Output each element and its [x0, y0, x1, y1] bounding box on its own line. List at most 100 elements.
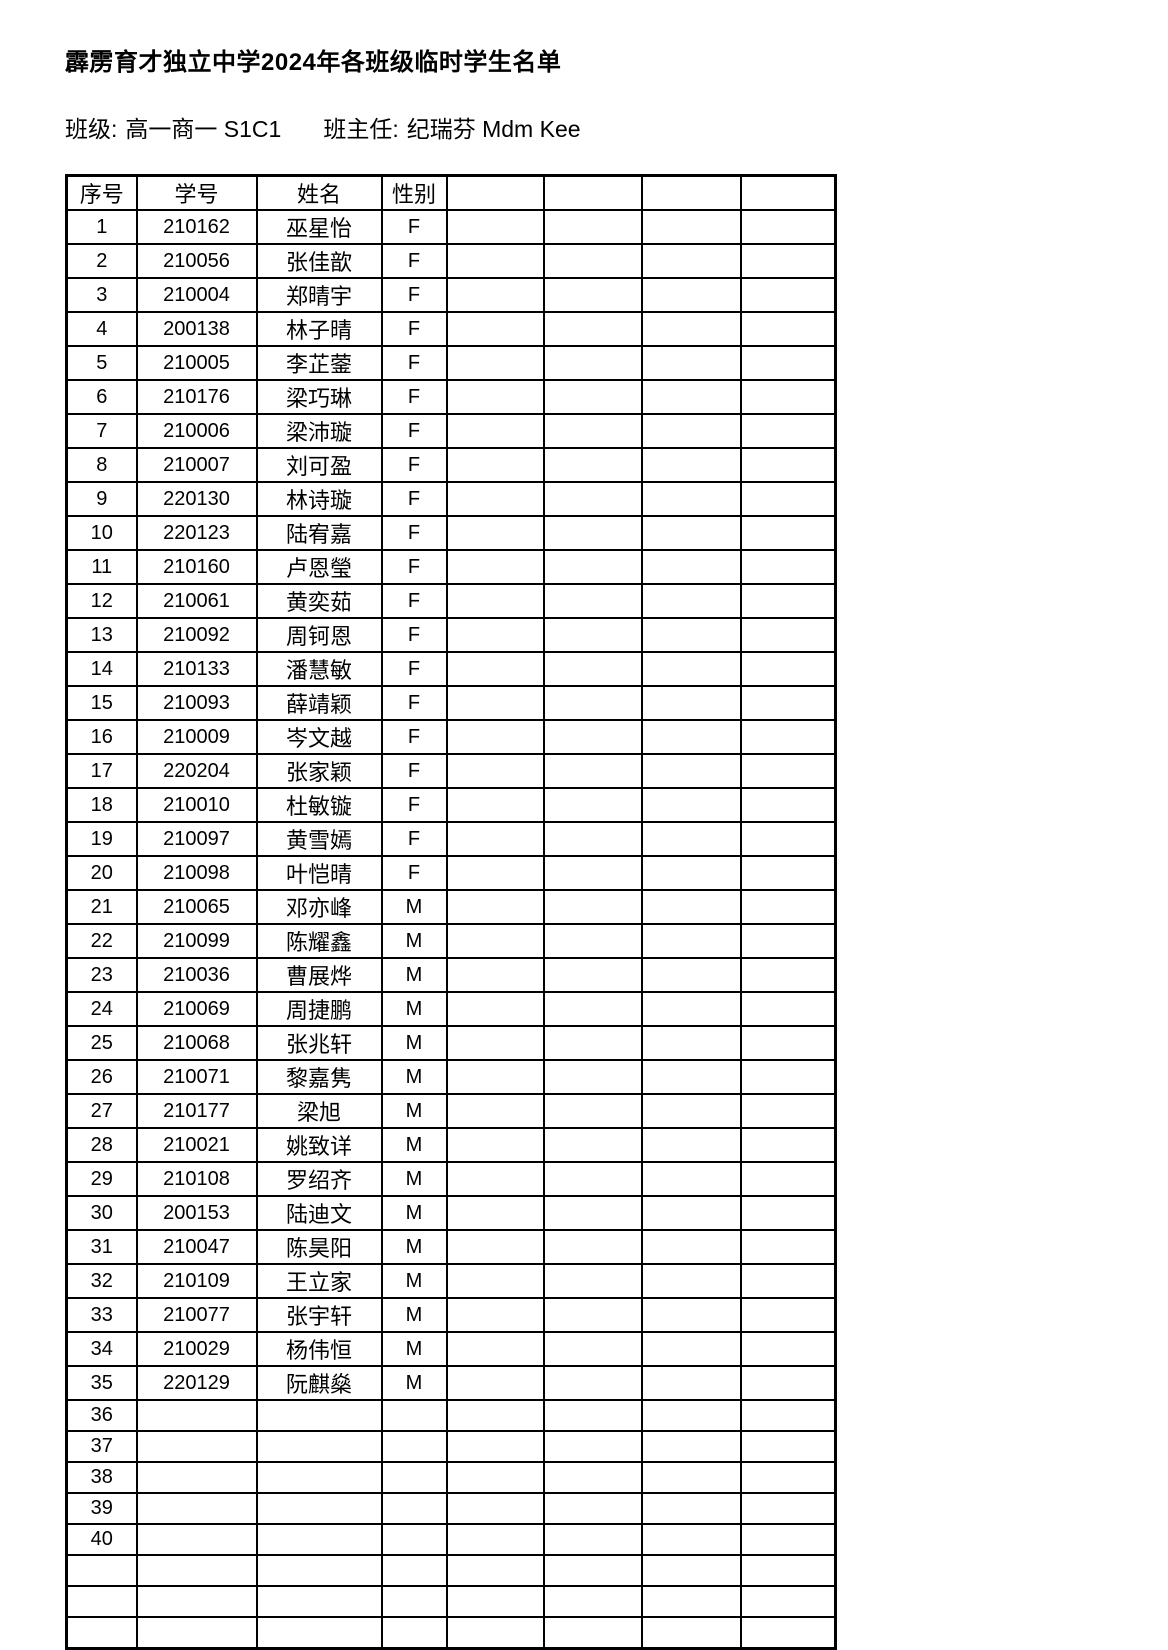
cell-extra-1: [445, 447, 545, 483]
cell-serial: 16: [65, 719, 138, 755]
cell-extra-1: [445, 1585, 545, 1618]
cell-student-id: 210010: [135, 787, 258, 823]
cell-extra-3: [640, 787, 742, 823]
cell-student-name: 岑文越: [255, 719, 383, 755]
cell-gender: M: [380, 889, 448, 925]
cell-extra-4: [739, 1461, 837, 1494]
cell-student-id: 210133: [135, 651, 258, 687]
cell-extra-4: [739, 1399, 837, 1432]
cell-gender: F: [380, 277, 448, 313]
cell-extra-2: [542, 991, 643, 1027]
cell-extra-2: [542, 1523, 643, 1556]
cell-student-name: 罗绍齐: [255, 1161, 383, 1197]
cell-extra-1: [445, 413, 545, 449]
cell-extra-1: [445, 1616, 545, 1650]
cell-extra-3: [640, 243, 742, 279]
cell-gender: F: [380, 379, 448, 415]
table-row: 2 210056 张佳歆 F: [65, 243, 837, 279]
cell-extra-3: [640, 1616, 742, 1650]
cell-extra-2: [542, 1492, 643, 1525]
cell-student-id: [135, 1616, 258, 1650]
class-value: 高一商一 S1C1: [125, 116, 282, 142]
table-row: 1 210162 巫星怡 F: [65, 209, 837, 245]
cell-extra-4: [739, 311, 837, 347]
cell-gender: F: [380, 753, 448, 789]
table-row: 12 210061 黄奕茹 F: [65, 583, 837, 619]
cell-serial: 30: [65, 1195, 138, 1231]
cell-extra-3: [640, 991, 742, 1027]
cell-student-name: 梁巧琳: [255, 379, 383, 415]
cell-student-name: 薛靖颖: [255, 685, 383, 721]
cell-serial: 23: [65, 957, 138, 993]
cell-extra-1: [445, 753, 545, 789]
cell-serial: 15: [65, 685, 138, 721]
table-row: 4 200138 林子晴 F: [65, 311, 837, 347]
cell-extra-2: [542, 345, 643, 381]
cell-student-id: [135, 1554, 258, 1587]
cell-extra-3: [640, 855, 742, 891]
cell-extra-4: [739, 1585, 837, 1618]
cell-student-id: 210047: [135, 1229, 258, 1265]
cell-extra-4: [739, 413, 837, 449]
cell-student-name: 林子晴: [255, 311, 383, 347]
cell-serial: 2: [65, 243, 138, 279]
cell-gender: [380, 1430, 448, 1463]
table-row: [65, 1585, 837, 1618]
cell-serial: 18: [65, 787, 138, 823]
document-title: 霹雳育才独立中学2024年各班级临时学生名单: [65, 49, 562, 76]
cell-gender: F: [380, 209, 448, 245]
cell-extra-1: [445, 1461, 545, 1494]
cell-gender: M: [380, 1093, 448, 1129]
cell-serial: 7: [65, 413, 138, 449]
cell-serial: 21: [65, 889, 138, 925]
cell-student-name: 张家颖: [255, 753, 383, 789]
cell-extra-3: [640, 1127, 742, 1163]
cell-serial: 37: [65, 1430, 138, 1463]
cell-extra-2: [542, 1585, 643, 1618]
cell-gender: F: [380, 855, 448, 891]
header-extra-3: [640, 174, 742, 211]
cell-extra-2: [542, 1331, 643, 1367]
cell-student-id: 210093: [135, 685, 258, 721]
cell-extra-1: [445, 1297, 545, 1333]
cell-serial: 9: [65, 481, 138, 517]
cell-extra-4: [739, 923, 837, 959]
cell-extra-4: [739, 1025, 837, 1061]
cell-extra-4: [739, 515, 837, 551]
cell-extra-4: [739, 481, 837, 517]
cell-serial: 39: [65, 1492, 138, 1525]
cell-student-id: 210098: [135, 855, 258, 891]
cell-extra-1: [445, 991, 545, 1027]
header-extra-4: [739, 174, 837, 211]
cell-serial: 4: [65, 311, 138, 347]
cell-gender: F: [380, 515, 448, 551]
cell-extra-1: [445, 1523, 545, 1556]
cell-extra-1: [445, 889, 545, 925]
cell-extra-1: [445, 1331, 545, 1367]
cell-extra-2: [542, 311, 643, 347]
cell-serial: 13: [65, 617, 138, 653]
cell-student-name: 郑晴宇: [255, 277, 383, 313]
cell-gender: F: [380, 345, 448, 381]
cell-extra-4: [739, 1430, 837, 1463]
cell-extra-2: [542, 651, 643, 687]
cell-serial: 40: [65, 1523, 138, 1556]
cell-extra-3: [640, 583, 742, 619]
cell-serial: 6: [65, 379, 138, 415]
cell-extra-2: [542, 1127, 643, 1163]
cell-gender: [380, 1492, 448, 1525]
cell-extra-1: [445, 1161, 545, 1197]
cell-extra-3: [640, 753, 742, 789]
cell-extra-3: [640, 1331, 742, 1367]
cell-extra-2: [542, 1093, 643, 1129]
cell-extra-2: [542, 1297, 643, 1333]
cell-extra-2: [542, 1365, 643, 1401]
cell-student-name: 张兆轩: [255, 1025, 383, 1061]
cell-extra-3: [640, 1263, 742, 1299]
cell-extra-3: [640, 277, 742, 313]
cell-extra-4: [739, 1297, 837, 1333]
table-row: 30 200153 陆迪文 M: [65, 1195, 837, 1231]
cell-extra-4: [739, 277, 837, 313]
table-row: 16 210009 岑文越 F: [65, 719, 837, 755]
cell-gender: M: [380, 1365, 448, 1401]
